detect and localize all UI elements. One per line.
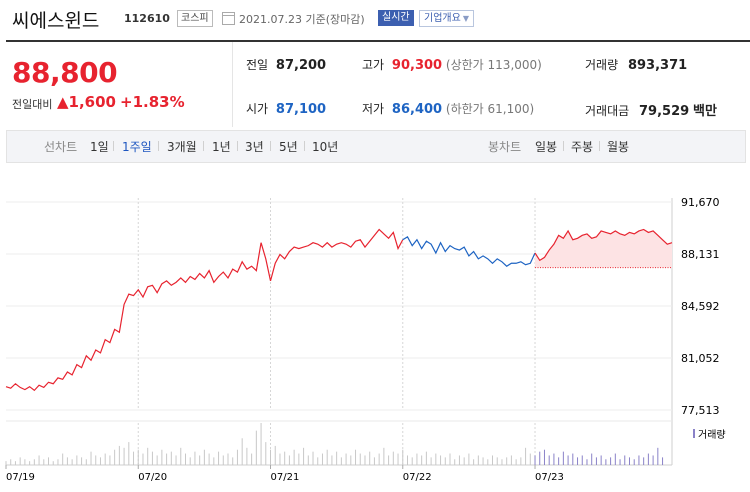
period-tab-bar	[6, 130, 746, 163]
change-label: 전일대비	[12, 98, 53, 111]
tab-separator	[237, 141, 238, 151]
stock-code: 112610	[124, 12, 170, 25]
x-tick-label: 07/19	[6, 472, 35, 483]
change-rate: +1.83%	[120, 93, 185, 111]
price-line-up	[5, 228, 404, 392]
date-basis: 2021.07.23 기준(장마감)	[239, 13, 365, 26]
high-label: 고가	[362, 58, 385, 72]
prev-close: 전일 87,200	[246, 56, 326, 73]
y-tick-label: 81,052	[681, 352, 720, 365]
y-tick-label: 77,513	[681, 404, 720, 417]
low-price: 저가 86,400 (하한가 61,100)	[362, 100, 534, 117]
high-value: 90,300	[391, 58, 443, 73]
volume-legend-swatch	[693, 429, 695, 438]
tab-10y[interactable]: 10년	[312, 140, 339, 154]
tab-separator	[270, 141, 271, 151]
prev-close-value: 87,200	[275, 58, 327, 73]
line-chart-label: 선차트	[44, 140, 78, 154]
low-value: 86,400	[391, 102, 443, 117]
tab-separator	[599, 141, 600, 151]
up-triangle-icon: ▲	[57, 93, 69, 111]
price-chart[interactable]: 91,670 88,131 84,592 81,052 77,513 07/19 07/20…	[0, 165, 750, 492]
company-info-button[interactable]: 기업개요 ▼	[419, 10, 474, 27]
x-tick-label: 07/20	[138, 472, 167, 483]
tab-daily[interactable]: 일봉	[535, 140, 558, 154]
tab-3y[interactable]: 3년	[245, 140, 264, 154]
tab-separator	[203, 141, 204, 151]
tab-separator	[304, 141, 305, 151]
gain-area	[535, 229, 672, 268]
tab-5y[interactable]: 5년	[279, 140, 298, 154]
y-tick-label: 91,670	[681, 196, 720, 209]
volume-legend-label: 거래량	[698, 429, 726, 441]
upper-limit: (상한가 113,000)	[445, 58, 542, 72]
y-tick-label: 88,131	[681, 248, 720, 261]
volume-value: 893,371	[627, 58, 688, 73]
tab-weekly[interactable]: 주봉	[571, 140, 594, 154]
open-label: 시가	[246, 102, 269, 116]
market-badge: 코스피	[177, 10, 213, 27]
trade-amount: 거래대금 79,529 백만	[585, 100, 717, 119]
x-tick-label: 07/22	[403, 472, 432, 483]
amount-label: 거래대금	[585, 104, 630, 118]
amount-value: 79,529	[639, 104, 690, 119]
stock-header: 씨에스윈드 112610 코스피 2021.07.23 기준(장마감) 실시간 …	[0, 0, 750, 38]
quote-panel	[6, 40, 750, 129]
price-line-down	[402, 235, 536, 267]
tab-3m[interactable]: 3개월	[167, 140, 197, 154]
tab-1w[interactable]: 1주일	[122, 140, 152, 154]
calendar-icon	[222, 12, 235, 25]
volume-stat: 거래량 893,371	[585, 56, 687, 73]
change-amount: 1,600	[68, 93, 116, 111]
x-tick-label: 07/23	[535, 472, 564, 483]
change-value: ▲1,600	[57, 93, 116, 111]
chevron-down-icon: ▼	[462, 14, 469, 23]
tab-1d[interactable]: 1일	[90, 140, 109, 154]
candle-chart-label: 봉차트	[488, 140, 522, 154]
lower-limit: (하한가 61,100)	[445, 102, 535, 116]
volume-label: 거래량	[585, 58, 619, 72]
realtime-button[interactable]: 실시간	[378, 10, 414, 26]
price-line-up	[534, 228, 673, 262]
tab-separator	[113, 141, 114, 151]
tab-separator	[563, 141, 564, 151]
panel-divider	[232, 42, 233, 127]
stock-name: 씨에스윈드	[12, 10, 100, 32]
tab-separator	[158, 141, 159, 151]
tab-monthly[interactable]: 월봉	[607, 140, 630, 154]
tab-1y[interactable]: 1년	[212, 140, 231, 154]
prev-close-label: 전일	[246, 58, 269, 72]
high-price: 고가 90,300 (상한가 113,000)	[362, 56, 542, 73]
open-price: 시가 87,100	[246, 100, 326, 117]
y-tick-label: 84,592	[681, 300, 720, 313]
open-value: 87,100	[275, 102, 327, 117]
company-info-label: 기업개요	[424, 13, 461, 24]
current-price: 88,800	[12, 56, 118, 89]
amount-unit: 백만	[693, 104, 717, 119]
low-label: 저가	[362, 102, 385, 116]
x-tick-label: 07/21	[271, 472, 300, 483]
